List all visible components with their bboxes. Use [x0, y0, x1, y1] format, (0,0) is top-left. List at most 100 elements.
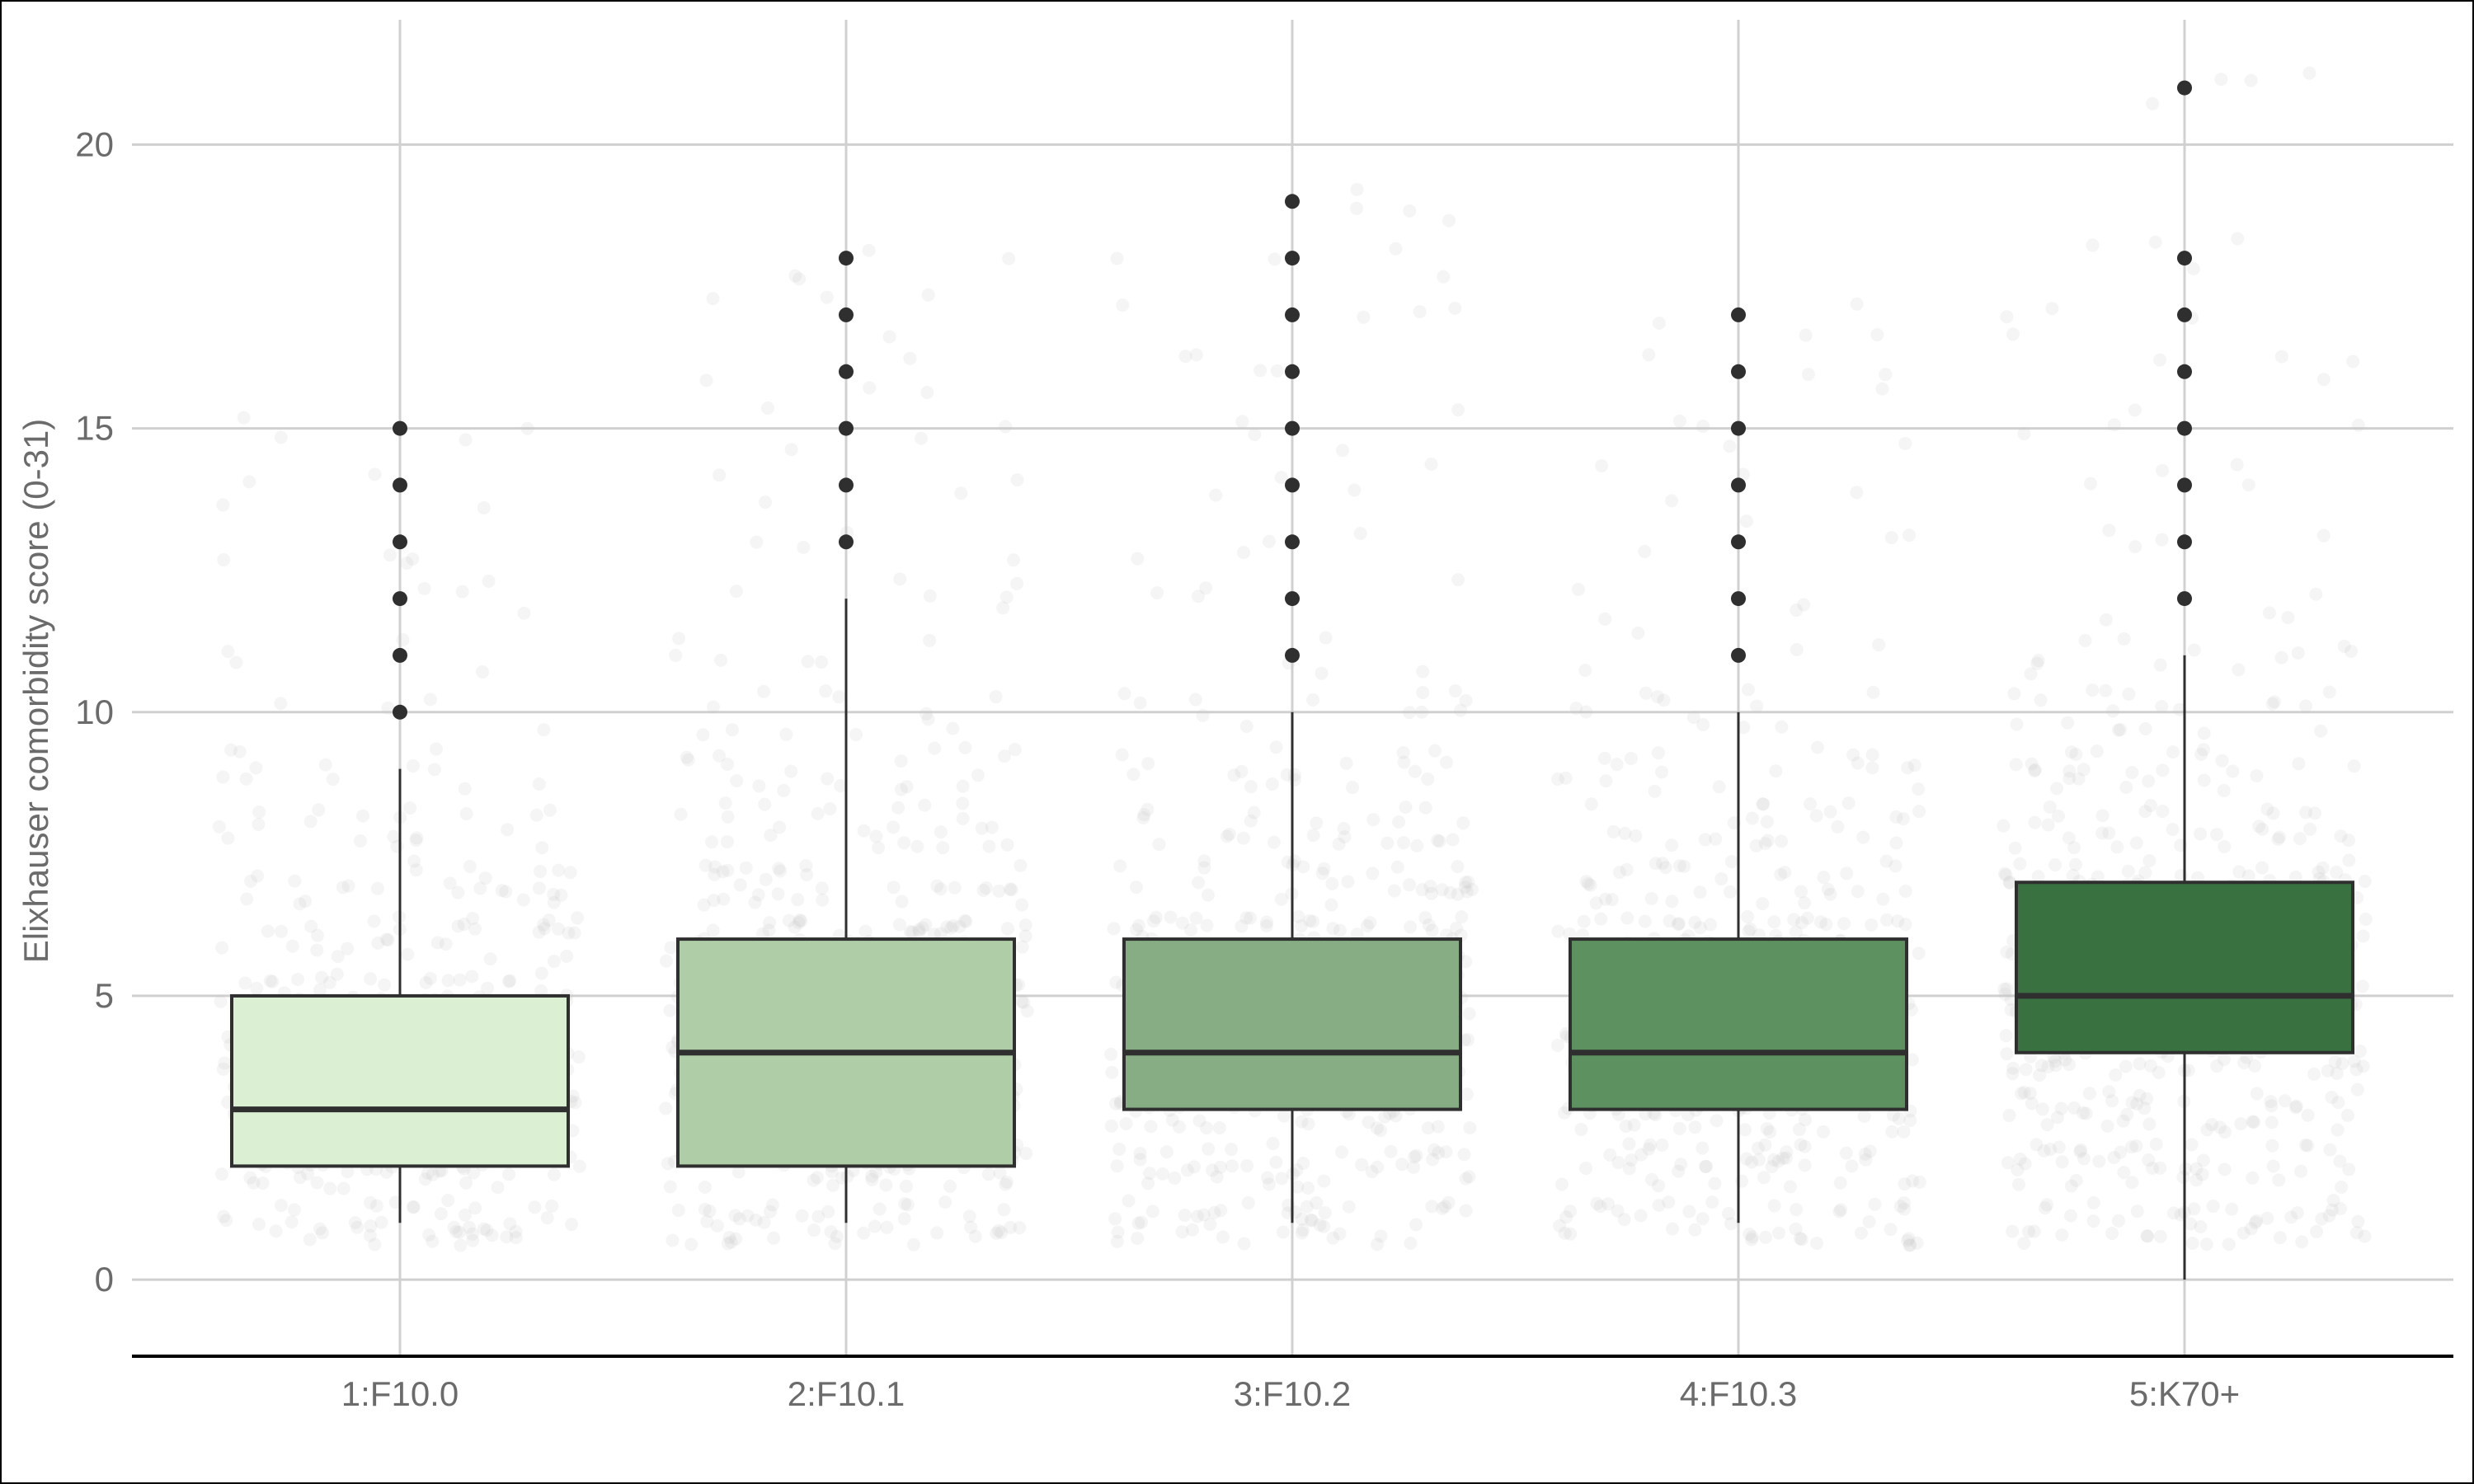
- jitter-point: [1459, 1204, 1473, 1218]
- jitter-point: [1408, 764, 1422, 778]
- jitter-point: [1439, 755, 1453, 769]
- jitter-point: [1296, 860, 1310, 874]
- jitter-point: [1319, 631, 1333, 645]
- jitter-point: [731, 1165, 745, 1179]
- jitter-point: [2140, 1228, 2154, 1242]
- jitter-point: [2107, 1151, 2121, 1165]
- jitter-point: [1260, 1171, 1274, 1185]
- jitter-point: [964, 1220, 978, 1234]
- jitter-point: [815, 881, 829, 895]
- jitter-point: [2009, 758, 2023, 772]
- outlier-point: [1731, 420, 1746, 436]
- jitter-point: [249, 761, 263, 775]
- jitter-point: [2265, 1139, 2279, 1153]
- jitter-point: [426, 1167, 440, 1181]
- jitter-point: [1116, 298, 1130, 312]
- outlier-point: [1285, 534, 1300, 550]
- jitter-point: [421, 1166, 435, 1180]
- jitter-point: [992, 884, 1006, 898]
- jitter-point: [1003, 882, 1017, 896]
- jitter-point: [2210, 828, 2224, 842]
- jitter-point: [381, 701, 395, 715]
- jitter-point: [2040, 1118, 2054, 1132]
- jitter-point: [1137, 808, 1151, 822]
- jitter-point: [826, 1178, 840, 1192]
- jitter-point: [1203, 1217, 1217, 1231]
- jitter-point: [287, 1203, 301, 1217]
- jitter-point: [1821, 882, 1835, 896]
- jitter-point: [1611, 1156, 1625, 1170]
- jitter-point: [1783, 1180, 1797, 1194]
- jitter-point: [990, 1226, 1004, 1240]
- jitter-point: [2001, 1156, 2015, 1170]
- jitter-point: [725, 723, 739, 737]
- jitter-point: [2298, 1138, 2312, 1152]
- jitter-point: [2194, 1220, 2208, 1234]
- jitter-point: [1912, 1175, 1926, 1189]
- jitter-point: [406, 759, 420, 773]
- jitter-point: [959, 914, 973, 928]
- jitter-point: [1212, 1121, 1226, 1135]
- jitter-point: [1804, 797, 1818, 811]
- y-tick-label: 20: [75, 124, 114, 163]
- jitter-point: [1197, 854, 1211, 868]
- jitter-point: [1579, 705, 1593, 719]
- jitter-point: [923, 633, 937, 647]
- jitter-point: [2342, 853, 2356, 867]
- jitter-point: [1275, 1172, 1289, 1186]
- jitter-point: [537, 918, 551, 932]
- jitter-point: [2264, 1095, 2278, 1109]
- jitter-point: [1220, 829, 1234, 843]
- jitter-point: [1295, 1212, 1309, 1226]
- jitter-point: [2077, 1106, 2091, 1120]
- jitter-point: [1798, 1139, 1812, 1153]
- jitter-point: [1624, 751, 1638, 765]
- jitter-point: [2284, 1210, 2298, 1224]
- jitter-point: [2024, 667, 2038, 681]
- jitter-point: [2316, 861, 2330, 875]
- outlier-point: [2177, 251, 2192, 266]
- jitter-point: [2078, 633, 2092, 647]
- jitter-point: [2064, 745, 2078, 759]
- jitter-point: [434, 1207, 448, 1221]
- jitter-point: [410, 831, 424, 845]
- jitter-point: [700, 1214, 714, 1228]
- jitter-point: [1709, 832, 1723, 846]
- jitter-point: [1798, 1158, 1812, 1172]
- jitter-point: [1551, 924, 1565, 938]
- jitter-point: [483, 952, 497, 966]
- jitter-point: [2125, 765, 2139, 779]
- jitter-point: [1333, 1227, 1347, 1241]
- jitter-point: [285, 1215, 299, 1229]
- jitter-point: [894, 782, 908, 796]
- jitter-point: [1771, 1226, 1785, 1240]
- jitter-point: [2015, 1087, 2029, 1101]
- jitter-point: [2138, 721, 2152, 735]
- jitter-point: [1396, 746, 1410, 760]
- jitter-point: [2017, 427, 2031, 441]
- jitter-point: [379, 1165, 393, 1179]
- jitter-point: [1421, 1121, 1435, 1135]
- jitter-point: [1150, 586, 1164, 600]
- jitter-point: [2331, 1096, 2345, 1110]
- jitter-point: [1304, 1213, 1318, 1227]
- jitter-point: [1837, 917, 1851, 931]
- jitter-point: [759, 495, 773, 510]
- jitter-point: [212, 819, 226, 834]
- jitter-point: [568, 1096, 582, 1110]
- jitter-point: [1648, 784, 1662, 798]
- jitter-point: [1415, 705, 1429, 719]
- jitter-point: [1688, 1120, 1702, 1134]
- jitter-point: [1225, 1143, 1239, 1157]
- jitter-point: [331, 950, 345, 964]
- jitter-point: [341, 942, 355, 956]
- jitter-point: [2142, 1117, 2157, 1131]
- jitter-point: [1810, 740, 1824, 754]
- jitter-point: [2028, 815, 2042, 829]
- jitter-point: [2072, 772, 2086, 786]
- jitter-point: [2055, 1155, 2069, 1169]
- jitter-point: [708, 867, 722, 881]
- jitter-point: [1652, 1179, 1666, 1193]
- jitter-point: [1458, 881, 1472, 895]
- jitter-point: [2271, 832, 2285, 846]
